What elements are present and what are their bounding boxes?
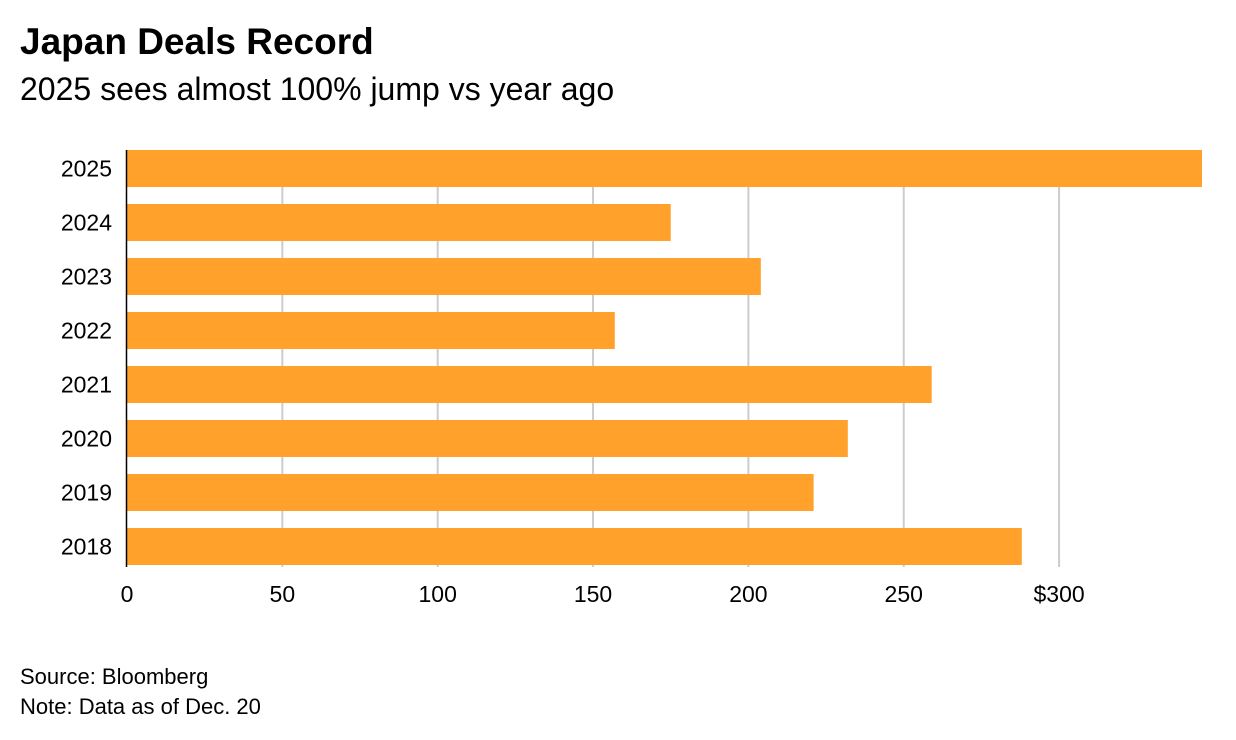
y-tick-label: 2019 — [61, 480, 112, 506]
x-tick-label: $300 — [1033, 581, 1084, 607]
bar-2025 — [127, 150, 1202, 187]
bar-2019 — [127, 474, 814, 511]
y-tick-label: 2020 — [61, 426, 112, 452]
bar-2021 — [127, 366, 932, 403]
x-tick-label: 100 — [419, 581, 457, 607]
bar-2023 — [127, 258, 761, 295]
data-note: Note: Data as of Dec. 20 — [20, 694, 261, 719]
x-tick-label: 50 — [270, 581, 296, 607]
y-tick-label: 2024 — [61, 210, 112, 236]
y-tick-label: 2023 — [61, 264, 112, 290]
bars — [127, 150, 1202, 565]
chart-subtitle: 2025 sees almost 100% jump vs year ago — [20, 71, 615, 107]
bar-2020 — [127, 420, 848, 457]
bar-2024 — [127, 204, 671, 241]
bar-2018 — [127, 528, 1022, 565]
y-tick-label: 2022 — [61, 318, 112, 344]
bar-2022 — [127, 312, 615, 349]
source-note: Source: Bloomberg — [20, 664, 209, 689]
axes: 0 50 100 150 200 250 $300 2025 2024 2023 2022 2021 2… — [61, 150, 1085, 607]
x-tick-label: 150 — [574, 581, 612, 607]
y-tick-label: 2018 — [61, 534, 112, 560]
x-tick-label: 200 — [729, 581, 767, 607]
chart-title: Japan Deals Record — [20, 21, 374, 62]
x-tick-label: 0 — [121, 581, 134, 607]
y-tick-label: 2025 — [61, 156, 112, 182]
x-tick-label: 250 — [885, 581, 923, 607]
y-tick-label: 2021 — [61, 372, 112, 398]
